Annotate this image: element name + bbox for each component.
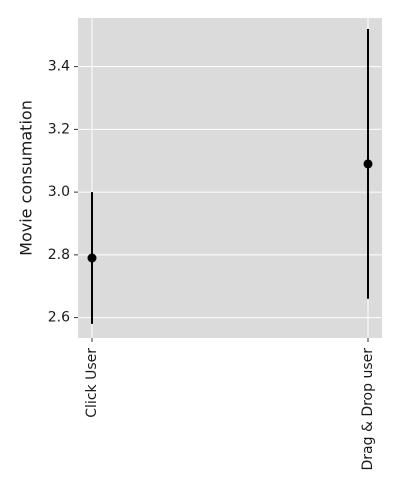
x-tick-label: Click User (84, 348, 100, 418)
data-point (363, 159, 373, 169)
plot-area (78, 18, 382, 338)
y-tick-label: 2.6 (48, 310, 70, 326)
y-tick-labels: 2.6 2.8 3.0 3.2 3.4 (48, 59, 78, 326)
y-tick-label: 3.0 (48, 184, 70, 200)
y-tick-label: 3.2 (48, 121, 70, 137)
y-tick-label: 3.4 (48, 59, 70, 75)
data-point (87, 253, 97, 263)
x-tick-labels: Click User Drag & Drop user (84, 338, 376, 471)
y-axis-label: Movie consumation (17, 100, 36, 256)
data-points (87, 159, 373, 263)
y-tick-label: 2.8 (48, 247, 70, 263)
x-tick-label: Drag & Drop user (360, 348, 376, 471)
